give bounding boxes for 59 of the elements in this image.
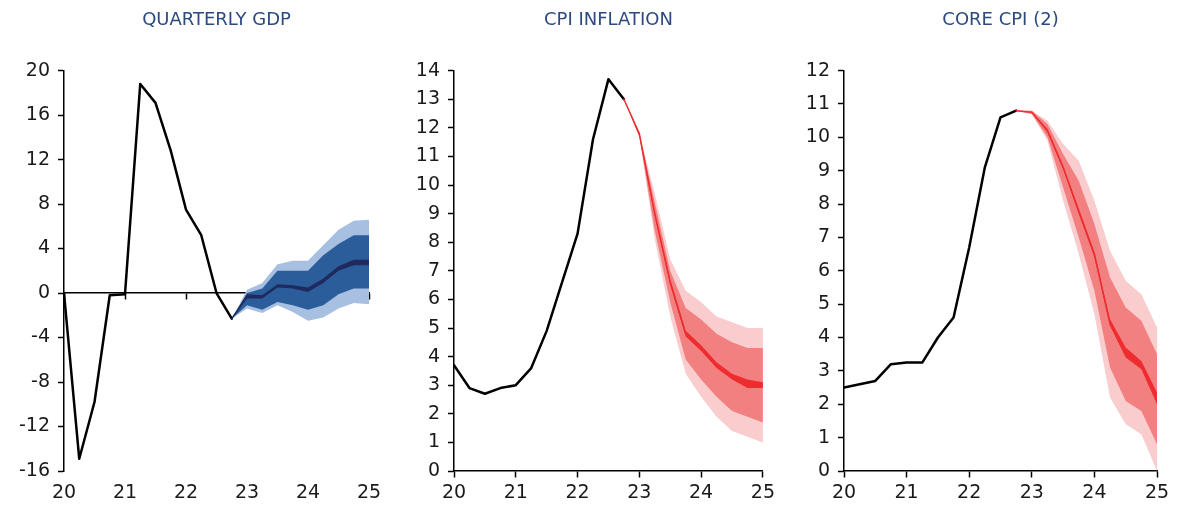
y-tick-label: -4 bbox=[31, 324, 50, 347]
x-tick-label: 20 bbox=[831, 480, 857, 503]
y-tick-label: 10 bbox=[805, 124, 830, 147]
y-tick-label: 4 bbox=[817, 324, 830, 347]
x-tick-label: 25 bbox=[750, 480, 776, 503]
x-tick-label: 21 bbox=[894, 480, 919, 503]
y-tick-label: 7 bbox=[817, 224, 830, 247]
y-tick-label: 8 bbox=[817, 191, 830, 213]
y-tick-label: 2 bbox=[817, 391, 830, 414]
x-tick-label: 21 bbox=[112, 480, 138, 503]
y-tick-label: 8 bbox=[37, 191, 50, 213]
x-tick-label: 20 bbox=[51, 480, 77, 503]
y-tick-label: 1 bbox=[817, 424, 830, 447]
y-tick-label: 6 bbox=[817, 257, 830, 280]
x-tick-label: 22 bbox=[565, 480, 590, 503]
y-tick-label: 13 bbox=[415, 86, 440, 109]
y-tick-label: 8 bbox=[427, 229, 440, 252]
y-tick-label: 0 bbox=[427, 457, 440, 480]
y-tick-label: 3 bbox=[427, 372, 440, 395]
y-tick-label: 0 bbox=[37, 279, 50, 302]
y-tick-label: 12 bbox=[805, 57, 830, 80]
x-tick-label: 25 bbox=[1144, 480, 1170, 503]
x-tick-label: 24 bbox=[295, 480, 321, 503]
x-tick-label: 20 bbox=[441, 480, 467, 503]
y-tick-label: 1 bbox=[427, 429, 440, 452]
x-tick-label: 25 bbox=[356, 480, 382, 503]
chart-title: CORE CPI (2) bbox=[942, 8, 1059, 30]
y-tick-label: 20 bbox=[25, 57, 50, 80]
y-tick-label: 11 bbox=[805, 90, 830, 113]
y-tick-label: -12 bbox=[18, 413, 50, 436]
x-tick-label: 24 bbox=[1082, 480, 1107, 503]
y-tick-label: 5 bbox=[427, 314, 440, 337]
y-tick-label: 7 bbox=[427, 257, 440, 280]
chart-title: CPI INFLATION bbox=[544, 8, 673, 30]
y-tick-label: 9 bbox=[427, 200, 440, 223]
y-tick-label: 3 bbox=[817, 357, 830, 380]
x-tick-label: 22 bbox=[173, 480, 199, 503]
x-tick-label: 22 bbox=[957, 480, 982, 503]
y-tick-label: 4 bbox=[37, 235, 50, 258]
y-tick-label: -8 bbox=[31, 368, 50, 391]
x-tick-label: 23 bbox=[234, 480, 260, 503]
y-tick-label: 6 bbox=[427, 286, 440, 309]
y-tick-label: 4 bbox=[427, 343, 440, 366]
y-tick-label: 5 bbox=[817, 291, 830, 314]
y-tick-label: 14 bbox=[415, 57, 440, 80]
y-tick-label: -16 bbox=[18, 457, 50, 480]
chart-title: QUARTERLY GDP bbox=[142, 8, 292, 30]
x-tick-label: 24 bbox=[689, 480, 714, 503]
y-tick-label: 0 bbox=[817, 457, 830, 480]
x-tick-label: 21 bbox=[503, 480, 528, 503]
y-tick-label: 11 bbox=[415, 143, 440, 166]
y-tick-label: 16 bbox=[25, 102, 50, 125]
y-tick-label: 12 bbox=[415, 114, 440, 137]
x-tick-label: 23 bbox=[627, 480, 652, 503]
x-tick-label: 23 bbox=[1019, 480, 1044, 503]
y-tick-label: 10 bbox=[415, 171, 440, 194]
y-tick-label: 2 bbox=[427, 400, 440, 423]
y-tick-label: 12 bbox=[25, 146, 50, 169]
y-tick-label: 9 bbox=[817, 157, 830, 180]
